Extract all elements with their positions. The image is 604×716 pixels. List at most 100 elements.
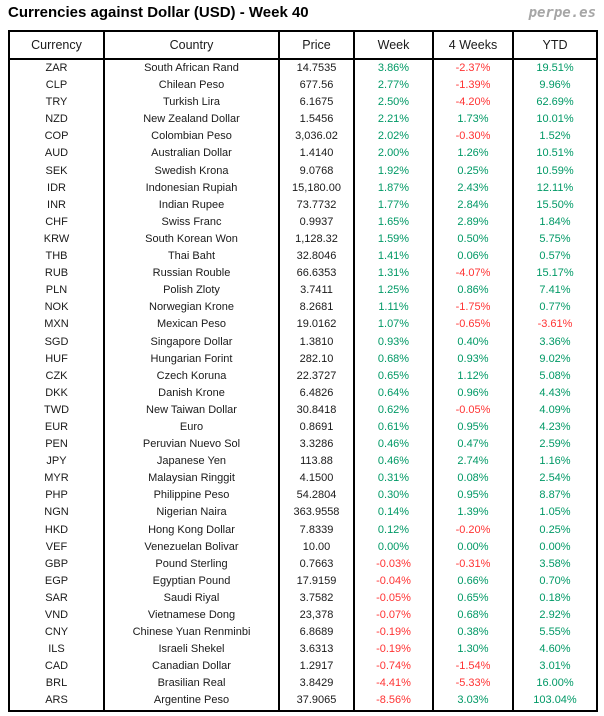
cell-currency-code: MYR — [8, 470, 105, 488]
table-row: DKK Danish Krone 6.4826 0.64% 0.96% 4.43% — [8, 384, 598, 402]
cell-week-change: 1.11% — [353, 299, 434, 317]
cell-4weeks-change: -1.39% — [432, 77, 514, 95]
header-row: Currency Country Price Week 4 Weeks YTD — [8, 30, 598, 60]
cell-price: 3.7582 — [278, 589, 355, 607]
cell-ytd-change: 16.00% — [512, 675, 598, 693]
table-row: CZK Czech Koruna 22.3727 0.65% 1.12% 5.08% — [8, 367, 598, 385]
cell-4weeks-change: 1.26% — [432, 145, 514, 163]
cell-ytd-change: 0.25% — [512, 521, 598, 539]
cell-ytd-change: 9.02% — [512, 350, 598, 368]
cell-ytd-change: 1.52% — [512, 128, 598, 146]
cell-price: 3,036.02 — [278, 128, 355, 146]
cell-4weeks-change: 0.65% — [432, 589, 514, 607]
cell-week-change: -0.07% — [353, 607, 434, 625]
cell-week-change: 1.92% — [353, 162, 434, 180]
cell-country: Malaysian Ringgit — [103, 470, 280, 488]
cell-week-change: 2.50% — [353, 94, 434, 112]
table-row: VEF Venezuelan Bolivar 10.00 0.00% 0.00% 0.00… — [8, 538, 598, 556]
cell-4weeks-change: 0.08% — [432, 470, 514, 488]
cell-price: 3.7411 — [278, 282, 355, 300]
titlebar: Currencies against Dollar (USD) - Week 4… — [8, 4, 596, 28]
cell-country: Indonesian Rupiah — [103, 179, 280, 197]
cell-country: Hungarian Forint — [103, 350, 280, 368]
cell-ytd-change: 0.57% — [512, 248, 598, 266]
table-row: HKD Hong Kong Dollar 7.8339 0.12% -0.20% 0.25… — [8, 521, 598, 539]
cell-4weeks-change: -4.20% — [432, 94, 514, 112]
cell-country: Colombian Peso — [103, 128, 280, 146]
cell-price: 22.3727 — [278, 367, 355, 385]
column-header-4weeks: 4 Weeks — [432, 30, 514, 60]
cell-ytd-change: 7.41% — [512, 282, 598, 300]
table-row: CHF Swiss Franc 0.9937 1.65% 2.89% 1.84% — [8, 213, 598, 231]
cell-4weeks-change: 0.66% — [432, 572, 514, 590]
cell-country: Israeli Shekel — [103, 641, 280, 659]
cell-week-change: 2.77% — [353, 77, 434, 95]
table-row: GBP Pound Sterling 0.7663 -0.03% -0.31% 3.58% — [8, 555, 598, 573]
table-row: INR Indian Rupee 73.7732 1.77% 2.84% 15.50% — [8, 196, 598, 214]
table-row: IDR Indonesian Rupiah 15,180.00 1.87% 2.43% 1… — [8, 179, 598, 197]
cell-currency-code: TWD — [8, 401, 105, 419]
cell-week-change: 0.30% — [353, 487, 434, 505]
cell-4weeks-change: 0.95% — [432, 487, 514, 505]
cell-week-change: 1.41% — [353, 248, 434, 266]
cell-country: Swiss Franc — [103, 213, 280, 231]
cell-week-change: 0.68% — [353, 350, 434, 368]
cell-country: Australian Dollar — [103, 145, 280, 163]
cell-country: Vietnamese Dong — [103, 607, 280, 625]
cell-currency-code: BRL — [8, 675, 105, 693]
cell-currency-code: ARS — [8, 692, 105, 711]
cell-country: Japanese Yen — [103, 453, 280, 471]
cell-country: New Zealand Dollar — [103, 111, 280, 129]
cell-price: 0.7663 — [278, 555, 355, 573]
cell-price: 677.56 — [278, 77, 355, 95]
cell-ytd-change: 0.18% — [512, 589, 598, 607]
table-row: CAD Canadian Dollar 1.2917 -0.74% -1.54% 3.01… — [8, 658, 598, 676]
cell-currency-code: AUD — [8, 145, 105, 163]
table-row: PHP Philippine Peso 54.2804 0.30% 0.95% 8.87% — [8, 487, 598, 505]
cell-price: 0.9937 — [278, 213, 355, 231]
cell-4weeks-change: 3.03% — [432, 692, 514, 711]
currency-table-body: ZAR South African Rand 14.7535 3.86% -2.37% 1… — [8, 59, 598, 711]
table-row: THB Thai Baht 32.8046 1.41% 0.06% 0.57% — [8, 248, 598, 266]
cell-ytd-change: 4.09% — [512, 401, 598, 419]
cell-ytd-change: 8.87% — [512, 487, 598, 505]
cell-4weeks-change: 0.40% — [432, 333, 514, 351]
cell-4weeks-change: 0.96% — [432, 384, 514, 402]
cell-week-change: -0.04% — [353, 572, 434, 590]
cell-week-change: -8.56% — [353, 692, 434, 711]
cell-country: Mexican Peso — [103, 316, 280, 334]
table-row: JPY Japanese Yen 113.88 0.46% 2.74% 1.16% — [8, 453, 598, 471]
cell-week-change: 1.25% — [353, 282, 434, 300]
table-row: TRY Turkish Lira 6.1675 2.50% -4.20% 62.69% — [8, 94, 598, 112]
cell-currency-code: SGD — [8, 333, 105, 351]
cell-week-change: -0.74% — [353, 658, 434, 676]
cell-price: 3.3286 — [278, 436, 355, 454]
table-row: CLP Chilean Peso 677.56 2.77% -1.39% 9.96% — [8, 77, 598, 95]
cell-price: 282.10 — [278, 350, 355, 368]
table-row: ILS Israeli Shekel 3.6313 -0.19% 1.30% 4.60% — [8, 641, 598, 659]
cell-week-change: 1.77% — [353, 196, 434, 214]
cell-ytd-change: 15.17% — [512, 265, 598, 283]
cell-price: 0.8691 — [278, 418, 355, 437]
cell-country: Norwegian Krone — [103, 299, 280, 317]
cell-ytd-change: 9.96% — [512, 77, 598, 95]
cell-4weeks-change: 0.00% — [432, 538, 514, 556]
cell-country: Hong Kong Dollar — [103, 521, 280, 539]
cell-price: 17.9159 — [278, 572, 355, 590]
cell-price: 1.4140 — [278, 145, 355, 163]
cell-country: South Korean Won — [103, 230, 280, 249]
cell-week-change: 1.07% — [353, 316, 434, 334]
cell-week-change: 0.14% — [353, 504, 434, 522]
cell-week-change: 0.61% — [353, 418, 434, 437]
cell-ytd-change: 5.55% — [512, 624, 598, 642]
cell-4weeks-change: -2.37% — [432, 59, 514, 78]
cell-price: 66.6353 — [278, 265, 355, 283]
cell-price: 4.1500 — [278, 470, 355, 488]
cell-week-change: -0.19% — [353, 641, 434, 659]
cell-country: Danish Krone — [103, 384, 280, 402]
cell-price: 6.4826 — [278, 384, 355, 402]
table-row: VND Vietnamese Dong 23,378 -0.07% 0.68% 2.92% — [8, 607, 598, 625]
cell-price: 8.2681 — [278, 299, 355, 317]
cell-week-change: -4.41% — [353, 675, 434, 693]
